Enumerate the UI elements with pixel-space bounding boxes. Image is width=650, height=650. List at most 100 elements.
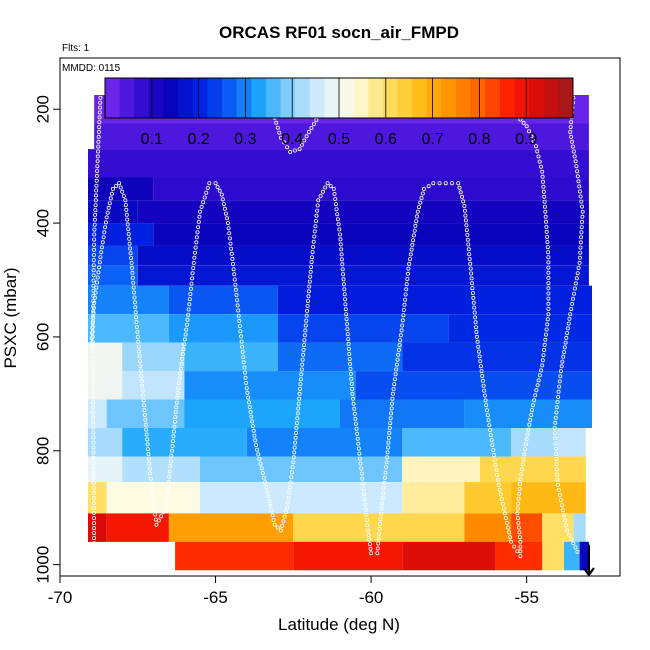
track-point (91, 258, 96, 263)
track-point (349, 376, 354, 381)
track-point (556, 394, 561, 399)
track-point (298, 377, 303, 382)
track-point (306, 294, 311, 299)
track-point (532, 398, 537, 403)
track-point (576, 265, 581, 270)
track-point (350, 386, 355, 391)
track-point (134, 315, 139, 320)
track-point (91, 490, 96, 495)
colorbar-cell (368, 78, 384, 118)
track-point (269, 508, 274, 513)
colorbar-tick-label: 0.1 (141, 131, 163, 148)
track-point (473, 325, 478, 330)
track-point (543, 337, 548, 342)
track-point (348, 371, 353, 376)
colorbar-cell (207, 78, 223, 118)
track-point (406, 266, 411, 271)
track-point (563, 518, 568, 523)
track-point (242, 370, 247, 375)
heatmap-cell (122, 456, 200, 483)
track-point (320, 189, 325, 194)
colorbar-cell (382, 78, 398, 118)
track-point (492, 457, 497, 462)
track-point (98, 100, 103, 105)
track-point (464, 223, 469, 228)
track-point (182, 337, 187, 342)
track-point (469, 271, 474, 276)
track-point (388, 416, 393, 421)
track-point (386, 440, 391, 445)
track-point (199, 204, 204, 209)
track-point (257, 456, 262, 461)
track-point (256, 452, 261, 457)
track-point (459, 194, 464, 199)
track-point (188, 291, 193, 296)
track-point (293, 435, 298, 440)
track-point (241, 355, 246, 360)
track-point (363, 507, 368, 512)
track-point (524, 437, 529, 442)
track-point (237, 324, 242, 329)
track-point (134, 325, 139, 330)
track-point (571, 149, 576, 154)
track-point (405, 276, 410, 281)
heatmap-cell (564, 541, 580, 571)
track-point (494, 467, 499, 472)
track-point (377, 522, 382, 527)
track-point (300, 357, 305, 362)
track-point (571, 296, 576, 301)
track-point (491, 452, 496, 457)
track-point (94, 188, 99, 193)
track-point (570, 139, 575, 144)
track-point (272, 522, 277, 527)
track-point (503, 516, 508, 521)
heatmap-cell (246, 428, 403, 457)
colorbar-tick-label: 0.9 (515, 131, 537, 148)
track-point (92, 247, 97, 252)
track-point (308, 274, 313, 279)
track-point (89, 341, 94, 346)
track-point (271, 518, 276, 523)
track-point (106, 205, 111, 210)
track-point (483, 398, 488, 403)
track-point (196, 225, 201, 230)
colorbar-cell (426, 78, 442, 118)
track-point (171, 434, 176, 439)
track-point (145, 447, 150, 452)
track-point (402, 302, 407, 307)
track-point (281, 140, 286, 145)
track-point (481, 383, 486, 388)
track-point (401, 313, 406, 318)
track-point (488, 428, 493, 433)
y-tick-label: 600 (34, 323, 53, 351)
colorbar-cell (543, 78, 559, 118)
track-point (552, 425, 557, 430)
track-point (572, 286, 577, 291)
track-point (419, 195, 424, 200)
heatmap-cell (184, 399, 340, 428)
track-point (91, 505, 96, 510)
track-point (399, 328, 404, 333)
track-point (383, 470, 388, 475)
track-point (309, 264, 314, 269)
track-point (172, 419, 177, 424)
track-point (285, 145, 290, 150)
track-point (295, 411, 300, 416)
track-point (353, 416, 358, 421)
heatmap-cell (573, 513, 586, 542)
track-point (580, 219, 585, 224)
track-point (228, 241, 233, 246)
track-point (189, 281, 194, 286)
track-point (343, 302, 348, 307)
track-point (242, 365, 247, 370)
track-point (246, 395, 251, 400)
track-point (294, 421, 299, 426)
track-point (135, 334, 140, 339)
track-point (544, 229, 549, 234)
track-point (255, 447, 260, 452)
track-point (253, 438, 258, 443)
track-point (205, 185, 210, 190)
heatmap-cell (511, 513, 543, 542)
track-point (342, 292, 347, 297)
